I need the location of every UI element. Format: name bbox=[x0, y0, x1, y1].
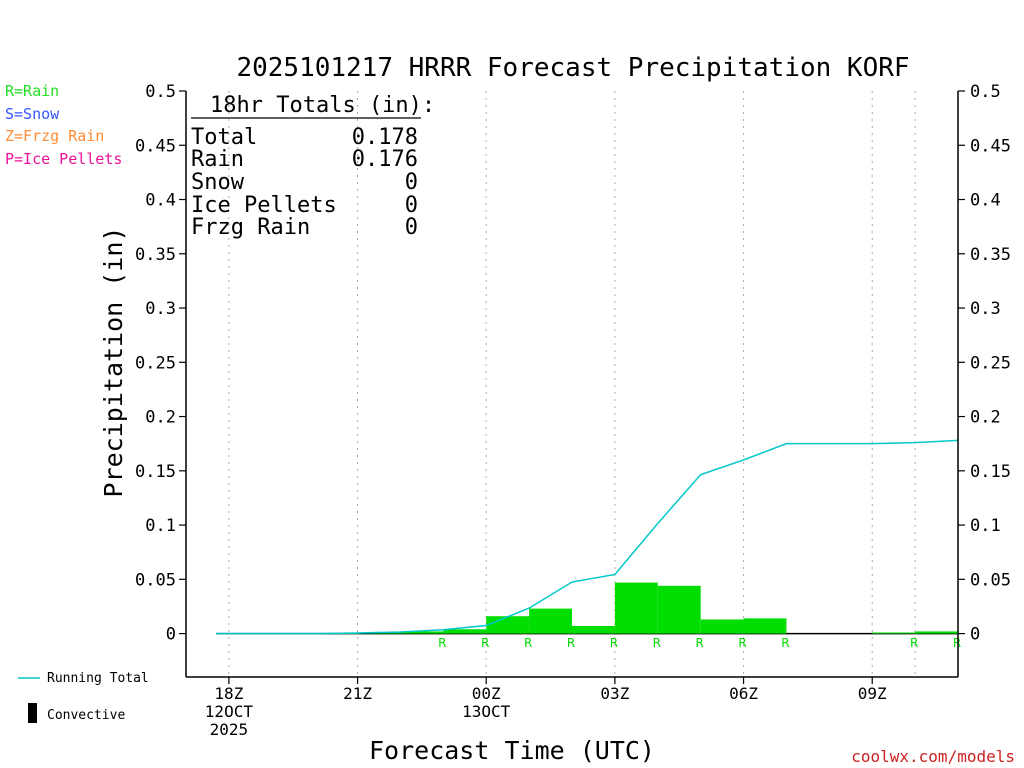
running-total-line bbox=[216, 439, 959, 635]
totals-label-total: Total bbox=[191, 125, 257, 150]
x-tick-label: 18Z bbox=[214, 684, 243, 703]
x-tick-label: 06Z bbox=[729, 684, 758, 703]
legend-snow: S=Snow bbox=[5, 105, 60, 123]
x-tick-label: 21Z bbox=[343, 684, 372, 703]
y-tick-label-right: 0.45 bbox=[970, 136, 1011, 156]
precip-type-marker: R bbox=[610, 636, 618, 650]
y-tick-label-left: 0.1 bbox=[145, 516, 176, 536]
bar-series bbox=[314, 582, 958, 635]
x-tick-label: 13OCT bbox=[462, 702, 511, 721]
y-tick-label-left: 0.3 bbox=[145, 299, 176, 319]
precip-bar bbox=[743, 618, 787, 634]
precip-type-marker: R bbox=[695, 636, 703, 650]
chart-title: 2025101217 HRRR Forecast Precipitation K… bbox=[236, 53, 909, 83]
y-tick-label-right: 0.2 bbox=[970, 408, 1001, 428]
y-tick-label-left: 0.35 bbox=[135, 245, 176, 265]
totals-heading: 18hr Totals (in): bbox=[210, 93, 435, 118]
precip-type-marker: R bbox=[524, 636, 532, 650]
y-tick-label-right: 0.4 bbox=[970, 191, 1001, 211]
legend-rain: R=Rain bbox=[5, 82, 59, 100]
precip-bar bbox=[400, 631, 444, 634]
precip-type-marker: R bbox=[910, 636, 918, 650]
totals-value-rain: 0.176 bbox=[352, 147, 418, 172]
y-tick-label-left: 0.05 bbox=[135, 570, 176, 590]
precip-type-marker: R bbox=[953, 636, 961, 650]
y-axis-label: Precipitation (in) bbox=[99, 227, 128, 498]
y-tick-label-left: 0.25 bbox=[135, 353, 176, 373]
y-tick-label-right: 0.15 bbox=[970, 462, 1011, 482]
precip-bar bbox=[486, 616, 530, 634]
precip-type-marker: R bbox=[781, 636, 789, 650]
y-tick-label-right: 0.35 bbox=[970, 245, 1011, 265]
totals-value-ice-pellets: 0 bbox=[405, 193, 418, 218]
totals-label-rain: Rain bbox=[191, 147, 244, 172]
totals-value-total: 0.178 bbox=[352, 125, 418, 150]
credit-text: coolwx.com/models bbox=[851, 747, 1015, 766]
bottom-legend: Running Total Convective bbox=[18, 671, 149, 723]
y-tick-label-right: 0.5 bbox=[970, 82, 1001, 102]
legend-frzg-rain: Z=Frzg Rain bbox=[5, 127, 104, 145]
precip-bar bbox=[700, 619, 744, 634]
type-legend: R=Rain S=Snow Z=Frzg Rain P=Ice Pellets bbox=[5, 82, 122, 168]
x-tick-label: 00Z bbox=[472, 684, 501, 703]
precip-type-marker: R bbox=[481, 636, 489, 650]
x-axis-label: Forecast Time (UTC) bbox=[369, 736, 655, 765]
x-tick-label: 03Z bbox=[600, 684, 629, 703]
y-tick-label-left: 0 bbox=[166, 625, 176, 645]
y-tick-label-left: 0.2 bbox=[145, 408, 176, 428]
y-tick-label-left: 0.45 bbox=[135, 136, 176, 156]
axes: 0 00.05 0.050.1 0.10.15 0.150.2 0.20.25 0.250.… bbox=[135, 82, 1011, 739]
y-tick-label-right: 0.05 bbox=[970, 570, 1011, 590]
y-tick-label-right: 0.25 bbox=[970, 353, 1011, 373]
totals-label-ice-pellets: Ice Pellets bbox=[191, 193, 337, 218]
precip-type-marker: R bbox=[738, 636, 746, 650]
totals-label-snow: Snow bbox=[191, 170, 245, 195]
convective-legend-swatch bbox=[28, 703, 37, 723]
running-total-series bbox=[216, 439, 959, 635]
convective-legend-label: Convective bbox=[47, 708, 125, 723]
grid-lines bbox=[216, 91, 958, 677]
x-tick-label: 09Z bbox=[858, 684, 887, 703]
y-tick-label-right: 0.3 bbox=[970, 299, 1001, 319]
totals-box: 18hr Totals (in): Total 0.178 Rain 0.176… bbox=[191, 93, 435, 240]
y-tick-label-right: 0 bbox=[970, 625, 980, 645]
totals-value-snow: 0 bbox=[405, 170, 418, 195]
y-tick-label-left: 0.4 bbox=[145, 191, 176, 211]
totals-value-frzg-rain: 0 bbox=[405, 215, 418, 240]
x-tick-label: 2025 bbox=[210, 720, 249, 739]
x-tick-label: 12OCT bbox=[205, 702, 254, 721]
precip-type-marker: R bbox=[567, 636, 575, 650]
legend-ice-pellets: P=Ice Pellets bbox=[5, 150, 122, 168]
precip-bar bbox=[572, 625, 615, 634]
y-tick-label-left: 0.5 bbox=[145, 82, 176, 102]
precip-bar bbox=[657, 585, 701, 634]
precip-bar bbox=[529, 608, 572, 634]
precip-type-marker: R bbox=[653, 636, 661, 650]
totals-label-frzg-rain: Frzg Rain bbox=[191, 215, 310, 240]
precip-bar bbox=[872, 632, 916, 634]
y-tick-label-left: 0.15 bbox=[135, 462, 176, 482]
precip-type-marker: R bbox=[438, 636, 446, 650]
precip-bar bbox=[915, 631, 958, 634]
precip-bar bbox=[614, 582, 658, 634]
precip-bar bbox=[443, 629, 487, 634]
running-total-legend-label: Running Total bbox=[47, 671, 149, 686]
y-tick-label-right: 0.1 bbox=[970, 516, 1001, 536]
